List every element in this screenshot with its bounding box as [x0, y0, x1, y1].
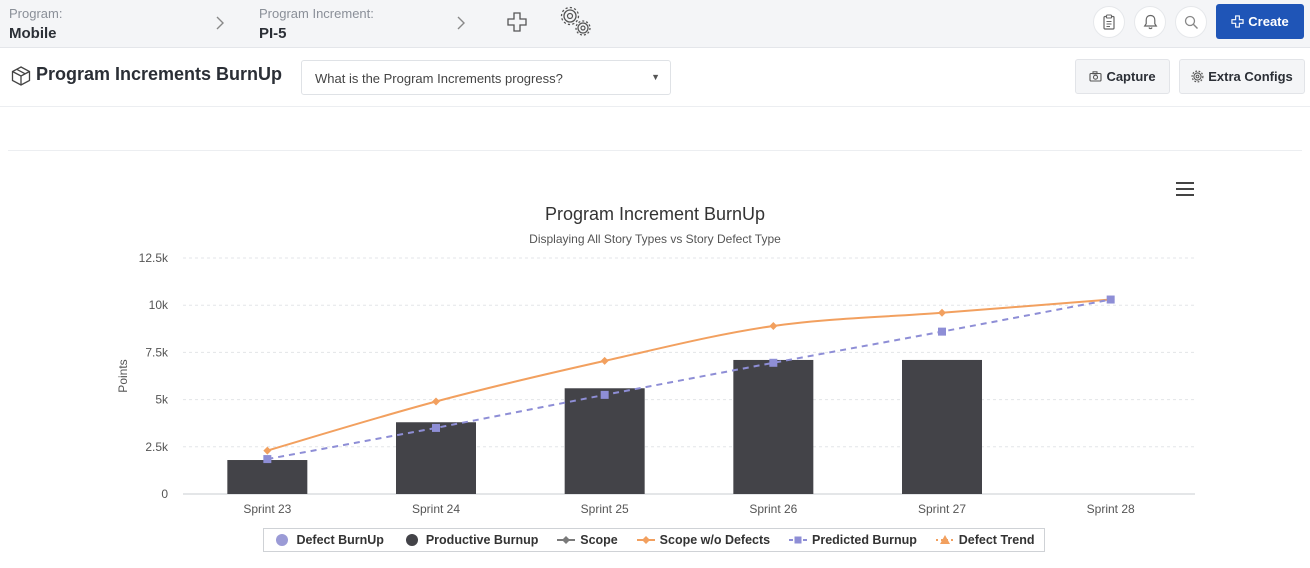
legend-symbol	[405, 534, 418, 546]
y-tick-label: 2.5k	[145, 440, 169, 454]
y-tick-label: 12.5k	[139, 251, 169, 265]
point-predicted-burnup	[432, 423, 440, 432]
chart-legend: Defect BurnUp Productive Burnup Scope Scope…	[263, 528, 1045, 552]
bar-productive-burnup	[396, 422, 476, 494]
top-navigation-bar: Program: Mobile Program Increment: PI-5	[0, 0, 1310, 48]
legend-label: Scope	[580, 533, 618, 547]
program-label: Program:	[9, 6, 63, 21]
increment-value: PI-5	[259, 25, 287, 42]
bar-productive-burnup	[564, 388, 645, 494]
notifications-button[interactable]	[1134, 6, 1166, 38]
create-button[interactable]: Create	[1216, 4, 1304, 39]
bar-productive-burnup	[227, 460, 308, 494]
legend-item[interactable]: Scope w/o Defects	[636, 533, 771, 547]
clipboard-button[interactable]	[1093, 6, 1125, 38]
line-scope-w-o-defects	[267, 298, 1111, 452]
legend-item[interactable]: Defect Trend	[935, 533, 1035, 547]
y-tick-label: 5k	[155, 393, 169, 407]
y-axis-label: Points	[116, 359, 130, 392]
legend-label: Scope w/o Defects	[659, 533, 771, 547]
bar-productive-burnup	[733, 359, 814, 494]
point-predicted-burnup	[1106, 295, 1115, 304]
line-predicted-burnup	[267, 298, 1111, 461]
package-box-icon	[11, 66, 31, 86]
x-tick-label: Sprint 27	[918, 502, 966, 516]
point-predicted-burnup	[938, 327, 946, 336]
point-scope-w-o-defects	[600, 356, 609, 365]
add-plus-icon[interactable]	[507, 12, 527, 32]
x-tick-label: Sprint 24	[412, 502, 460, 516]
point-scope-w-o-defects	[263, 446, 272, 455]
point-scope-w-o-defects	[769, 321, 778, 330]
increment-breadcrumb[interactable]: Program Increment: PI-5	[259, 6, 374, 44]
clipboard-icon	[1103, 14, 1115, 30]
increment-label: Program Increment:	[259, 6, 374, 21]
search-button[interactable]	[1175, 6, 1207, 38]
extra-configs-button[interactable]: Extra Configs	[1179, 59, 1305, 94]
program-value: Mobile	[9, 25, 57, 42]
chevron-right-icon	[457, 16, 465, 30]
legend-label: Defect Trend	[958, 533, 1035, 547]
gear-icon	[1191, 70, 1204, 83]
chart-menu-icon[interactable]	[1176, 182, 1194, 196]
chart-subtitle: Displaying All Story Types vs Story Defe…	[529, 232, 781, 246]
legend-symbol	[557, 536, 576, 544]
legend-symbol	[636, 536, 655, 544]
y-tick-label: 7.5k	[145, 345, 169, 359]
legend-item[interactable]: Scope	[557, 533, 618, 547]
legend-symbol	[276, 534, 289, 546]
create-button-label: Create	[1248, 14, 1289, 29]
question-select-value: What is the Program Increments progress?	[315, 71, 563, 86]
point-predicted-burnup	[769, 358, 778, 367]
point-predicted-burnup	[600, 390, 609, 399]
x-tick-label: Sprint 28	[1087, 502, 1135, 516]
x-tick-label: Sprint 26	[749, 502, 797, 516]
bell-icon	[1143, 14, 1157, 30]
capture-button-label: Capture	[1106, 69, 1156, 84]
legend-label: Predicted Burnup	[812, 533, 917, 547]
legend-item[interactable]: Predicted Burnup	[789, 533, 917, 547]
legend-item[interactable]: Productive Burnup	[403, 533, 539, 547]
page-title: Program Increments BurnUp	[36, 64, 283, 84]
header-divider	[0, 106, 1310, 107]
dropdown-caret-icon: ▼	[651, 72, 660, 82]
legend-item[interactable]: Defect BurnUp	[273, 533, 384, 547]
legend-label: Defect BurnUp	[296, 533, 384, 547]
legend-label: Productive Burnup	[425, 533, 539, 547]
search-icon	[1184, 15, 1198, 29]
capture-button[interactable]: Capture	[1075, 59, 1170, 94]
settings-gears-icon[interactable]	[559, 5, 595, 39]
legend-symbol	[789, 536, 807, 544]
extra-configs-button-label: Extra Configs	[1208, 69, 1293, 84]
point-predicted-burnup	[263, 455, 272, 464]
point-scope-w-o-defects	[938, 308, 946, 317]
x-tick-label: Sprint 23	[243, 502, 291, 516]
y-tick-label: 0	[161, 487, 168, 501]
chevron-right-icon	[216, 16, 224, 30]
point-scope-w-o-defects	[432, 397, 440, 406]
camera-icon	[1089, 71, 1102, 82]
legend-symbol	[935, 535, 954, 544]
y-tick-label: 10k	[149, 298, 169, 312]
section-divider	[8, 150, 1302, 151]
question-select[interactable]: What is the Program Increments progress?…	[301, 60, 671, 95]
chart-title: Program Increment BurnUp	[544, 204, 766, 224]
x-tick-label: Sprint 25	[581, 502, 629, 516]
bar-productive-burnup	[902, 359, 982, 494]
plus-icon	[1231, 15, 1244, 28]
program-breadcrumb[interactable]: Program: Mobile	[9, 6, 62, 44]
